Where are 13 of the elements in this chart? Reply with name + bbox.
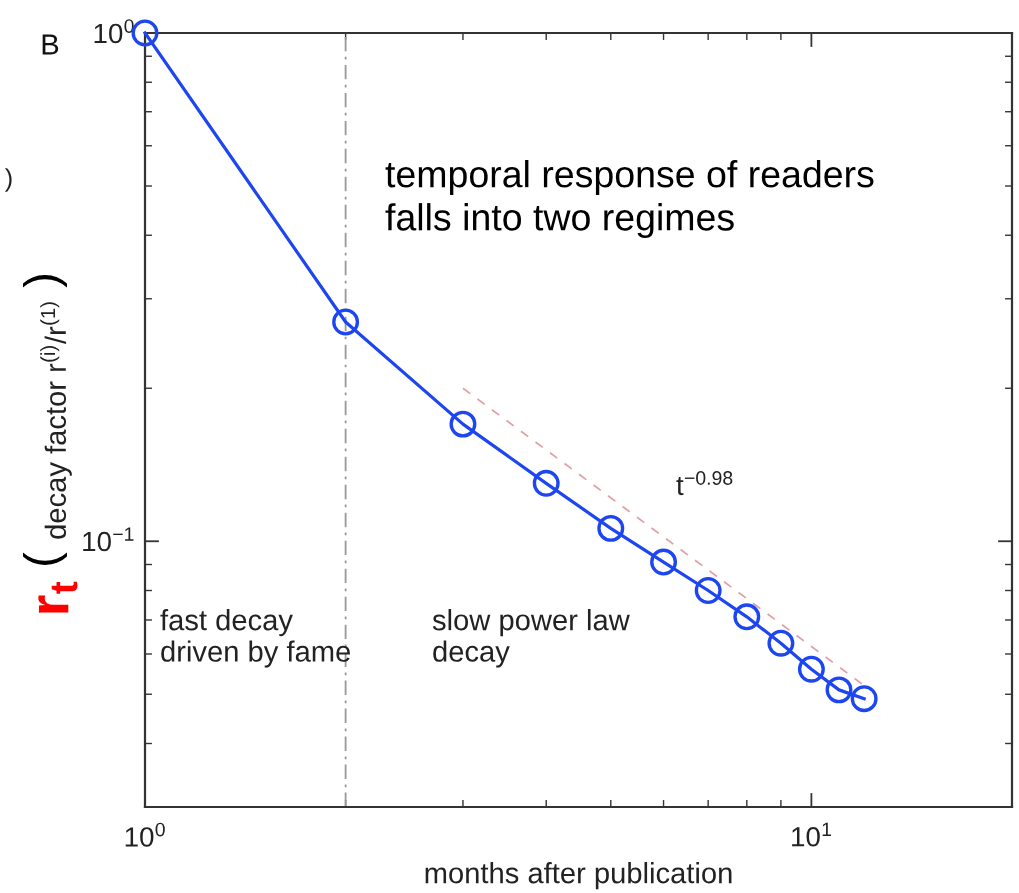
annotation: t$^{−0.98}$ [676, 471, 733, 496]
text: r$_{t}$ [38, 581, 78, 613]
text: ) [22, 275, 67, 288]
y-axis-title: decay factor r$^{(i)}$/r$^{(1)}$ [40, 302, 72, 539]
text: ( [22, 552, 67, 565]
x-tick-label: 10$^{1}$ [792, 822, 832, 847]
text: ) [4, 168, 12, 192]
y-tick-label: 10$^{−1}$ [83, 527, 134, 552]
annotation: fast decay driven by fame [160, 609, 350, 668]
x-axis-title: months after publication [425, 862, 732, 890]
text: B [42, 34, 59, 55]
annotation: temporal response of readers falls into two regimes [385, 160, 874, 239]
annotation: slow power law decay [432, 609, 630, 668]
